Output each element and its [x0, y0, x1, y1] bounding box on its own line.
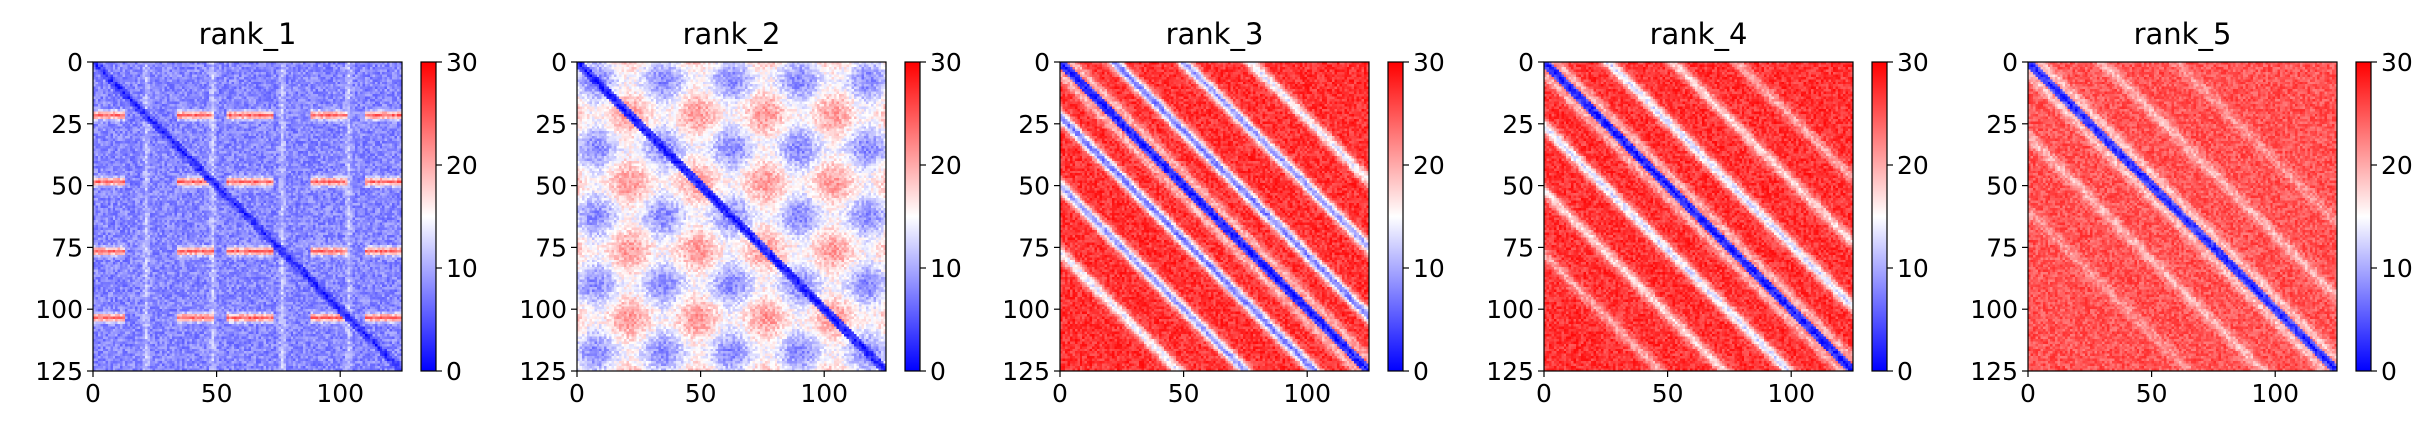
y-tick-label: 50: [535, 172, 567, 201]
y-tick-label: 25: [51, 110, 83, 139]
y-tick-label: 125: [35, 357, 83, 386]
x-tick-label: 100: [1767, 379, 1815, 408]
colorbar-tick-label: 30: [2381, 48, 2413, 77]
colorbar-tick-label: 0: [1413, 357, 1429, 386]
colorbar: [904, 61, 921, 372]
x-tick-label: 0: [2020, 379, 2036, 408]
y-tick-label: 100: [1486, 295, 1534, 324]
y-tick-label: 25: [1502, 110, 1534, 139]
x-tick-label: 100: [1283, 379, 1331, 408]
colorbar: [420, 61, 437, 372]
colorbar-tick-label: 0: [1897, 357, 1913, 386]
y-tick-label: 75: [1502, 233, 1534, 262]
heatmap-image: [93, 62, 402, 371]
y-tick-label: 25: [535, 110, 567, 139]
y-tick-label: 50: [1986, 172, 2018, 201]
x-tick-label: 50: [685, 379, 717, 408]
colorbar-tick-label: 20: [1897, 151, 1929, 180]
x-tick-label: 0: [1052, 379, 1068, 408]
y-tick-label: 0: [1034, 48, 1050, 77]
colorbar-tick-label: 10: [1413, 254, 1445, 283]
colorbar-tick-label: 30: [1413, 48, 1445, 77]
heatmap-image: [1060, 62, 1369, 371]
heatmap-frame: [2027, 61, 2338, 372]
colorbar: [1871, 61, 1888, 372]
heatmap-frame: [576, 61, 887, 372]
x-tick-label: 50: [1168, 379, 1200, 408]
colorbar-tick-label: 10: [930, 254, 962, 283]
y-tick-label: 100: [35, 295, 83, 324]
x-tick-label: 0: [1536, 379, 1552, 408]
y-tick-label: 125: [1486, 357, 1534, 386]
y-tick-label: 0: [1518, 48, 1534, 77]
y-tick-label: 125: [519, 357, 567, 386]
y-tick-label: 100: [1002, 295, 1050, 324]
heatmap-image: [577, 62, 886, 371]
x-tick-label: 100: [800, 379, 848, 408]
x-tick-label: 50: [201, 379, 233, 408]
colorbar-tick-label: 20: [446, 151, 478, 180]
colorbar-tick-label: 0: [446, 357, 462, 386]
colorbar-tick-label: 20: [930, 151, 962, 180]
y-tick-label: 0: [67, 48, 83, 77]
panel-title: rank_2: [683, 17, 781, 51]
y-tick-label: 25: [1986, 110, 2018, 139]
colorbar-tick-label: 0: [2381, 357, 2397, 386]
y-tick-label: 100: [519, 295, 567, 324]
x-tick-label: 0: [85, 379, 101, 408]
heatmap-frame: [92, 61, 403, 372]
y-tick-label: 125: [1002, 357, 1050, 386]
y-tick-label: 125: [1970, 357, 2018, 386]
heatmap-image: [2028, 62, 2337, 371]
y-tick-label: 100: [1970, 295, 2018, 324]
heatmap-frame: [1059, 61, 1370, 372]
y-tick-label: 50: [51, 172, 83, 201]
y-tick-label: 75: [51, 233, 83, 262]
colorbar: [1387, 61, 1404, 372]
y-tick-label: 0: [2002, 48, 2018, 77]
colorbar: [2355, 61, 2372, 372]
colorbar-tick-label: 0: [930, 357, 946, 386]
colorbar-tick-label: 30: [446, 48, 478, 77]
panel-title: rank_4: [1650, 17, 1748, 51]
panel-title: rank_3: [1166, 17, 1264, 51]
y-tick-label: 50: [1502, 172, 1534, 201]
colorbar-tick-label: 20: [2381, 151, 2413, 180]
y-tick-label: 75: [535, 233, 567, 262]
panel-title: rank_5: [2134, 17, 2232, 51]
x-tick-label: 50: [1652, 379, 1684, 408]
y-tick-label: 50: [1018, 172, 1050, 201]
x-tick-label: 100: [2251, 379, 2299, 408]
x-tick-label: 0: [569, 379, 585, 408]
colorbar-tick-label: 20: [1413, 151, 1445, 180]
heatmap-image: [1544, 62, 1853, 371]
colorbar-tick-label: 10: [446, 254, 478, 283]
heatmap-frame: [1543, 61, 1854, 372]
panel-title: rank_1: [199, 17, 297, 51]
colorbar-tick-label: 10: [2381, 254, 2413, 283]
colorbar-tick-label: 10: [1897, 254, 1929, 283]
x-tick-label: 50: [2136, 379, 2168, 408]
y-tick-label: 75: [1986, 233, 2018, 262]
y-tick-label: 0: [551, 48, 567, 77]
y-tick-label: 75: [1018, 233, 1050, 262]
y-tick-label: 25: [1018, 110, 1050, 139]
colorbar-tick-label: 30: [1897, 48, 1929, 77]
x-tick-label: 100: [316, 379, 364, 408]
colorbar-tick-label: 30: [930, 48, 962, 77]
